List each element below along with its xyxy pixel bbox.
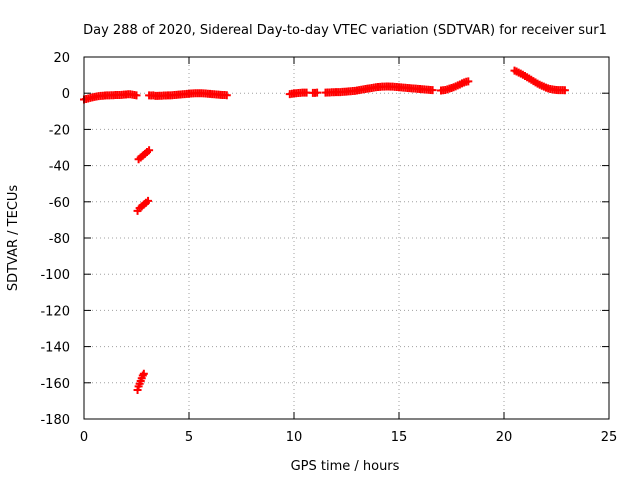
y-tick-label: -140 <box>40 341 70 356</box>
data-point-marker <box>144 196 153 205</box>
tick-labels: 0 5 10 15 20 25 20 0 -20 -40 -60 -80 -100 -120 -140 -16… <box>40 51 617 445</box>
x-tick-label: 25 <box>601 430 618 445</box>
y-tick-label: -60 <box>49 196 70 211</box>
data-point-marker <box>428 86 437 95</box>
data-point-marker <box>560 86 569 95</box>
y-tick-label: -20 <box>49 123 70 138</box>
y-tick-label: -40 <box>49 160 70 175</box>
data-point-marker <box>132 91 141 100</box>
data-point-marker <box>145 146 154 155</box>
x-tick-label: 0 <box>80 430 88 445</box>
x-tick-label: 15 <box>391 430 408 445</box>
axis-ticks <box>83 56 610 420</box>
y-tick-label: -100 <box>40 268 70 283</box>
data-point-marker <box>222 91 231 100</box>
x-tick-label: 5 <box>185 430 193 445</box>
y-tick-label: 20 <box>53 51 70 66</box>
data-point-marker <box>313 88 322 97</box>
y-axis-label: SDTVAR / TECUs <box>6 185 21 292</box>
data-point-marker <box>139 369 148 378</box>
plot-frame <box>83 56 610 420</box>
grid-lines <box>84 57 609 419</box>
x-tick-label: 10 <box>286 430 303 445</box>
x-axis-label: GPS time / hours <box>291 459 400 474</box>
y-tick-label: 0 <box>62 87 70 102</box>
x-tick-label: 20 <box>496 430 513 445</box>
data-points <box>80 66 569 395</box>
data-point-marker <box>464 77 473 86</box>
chart-title: Day 288 of 2020, Sidereal Day-to-day VTE… <box>83 23 607 38</box>
y-tick-label: -80 <box>49 232 70 247</box>
y-tick-label: -160 <box>40 377 70 392</box>
y-tick-label: -120 <box>40 304 70 319</box>
y-tick-label: -180 <box>40 413 70 428</box>
